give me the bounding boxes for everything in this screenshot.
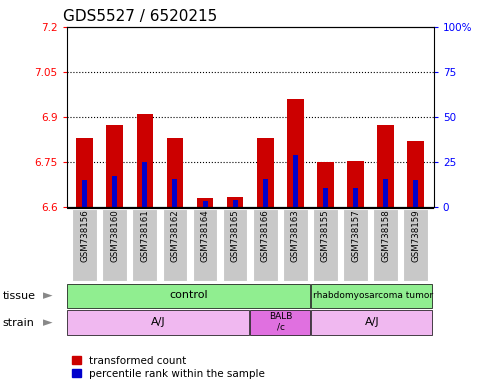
FancyBboxPatch shape [343,209,368,281]
Bar [197,198,213,207]
Text: GSM738156: GSM738156 [80,210,89,262]
Text: GSM738161: GSM738161 [141,210,149,262]
Bar [323,188,328,207]
Bar [317,162,334,207]
Bar [378,125,394,207]
Bar [142,162,147,207]
Text: GSM738162: GSM738162 [171,210,179,262]
FancyBboxPatch shape [313,209,338,281]
Text: GSM738163: GSM738163 [291,210,300,262]
Text: GSM738158: GSM738158 [381,210,390,262]
Text: strain: strain [2,318,35,328]
Text: GSM738160: GSM738160 [110,210,119,262]
FancyBboxPatch shape [253,209,278,281]
Bar [137,114,153,207]
Bar [106,125,123,207]
Bar [227,197,244,207]
Text: A/J: A/J [151,317,166,327]
Bar [408,141,424,207]
Bar [76,138,93,207]
Bar [413,180,418,207]
FancyBboxPatch shape [283,209,308,281]
FancyBboxPatch shape [373,209,398,281]
Bar [82,180,87,207]
Text: rhabdomyosarcoma tumor: rhabdomyosarcoma tumor [313,291,433,300]
FancyBboxPatch shape [193,209,217,281]
FancyBboxPatch shape [67,283,310,308]
Text: GSM738155: GSM738155 [321,210,330,262]
Text: ►: ► [43,316,53,329]
Bar [173,179,177,207]
FancyBboxPatch shape [163,209,187,281]
Text: BALB
/c: BALB /c [269,312,292,332]
FancyBboxPatch shape [312,283,432,308]
Bar [112,176,117,207]
Bar [263,179,268,207]
Bar [293,155,298,207]
Legend: transformed count, percentile rank within the sample: transformed count, percentile rank withi… [72,356,265,379]
Bar [287,99,304,207]
FancyBboxPatch shape [312,310,432,334]
Bar [233,200,238,207]
Bar [353,188,358,207]
FancyBboxPatch shape [72,209,97,281]
FancyBboxPatch shape [133,209,157,281]
FancyBboxPatch shape [103,209,127,281]
Bar [383,179,388,207]
FancyBboxPatch shape [223,209,247,281]
Bar [257,138,274,207]
FancyBboxPatch shape [67,310,248,334]
Text: GSM738157: GSM738157 [351,210,360,262]
Text: A/J: A/J [365,317,380,327]
Text: GSM738165: GSM738165 [231,210,240,262]
Bar [167,138,183,207]
Text: GSM738164: GSM738164 [201,210,210,262]
FancyBboxPatch shape [250,310,310,334]
Text: GSM738159: GSM738159 [411,210,420,262]
Text: GDS5527 / 6520215: GDS5527 / 6520215 [63,9,217,24]
Text: tissue: tissue [2,291,35,301]
Text: control: control [170,290,209,300]
FancyBboxPatch shape [403,209,428,281]
Text: GSM738166: GSM738166 [261,210,270,262]
Bar [203,201,208,207]
Text: ►: ► [43,289,53,302]
Bar [347,161,364,207]
